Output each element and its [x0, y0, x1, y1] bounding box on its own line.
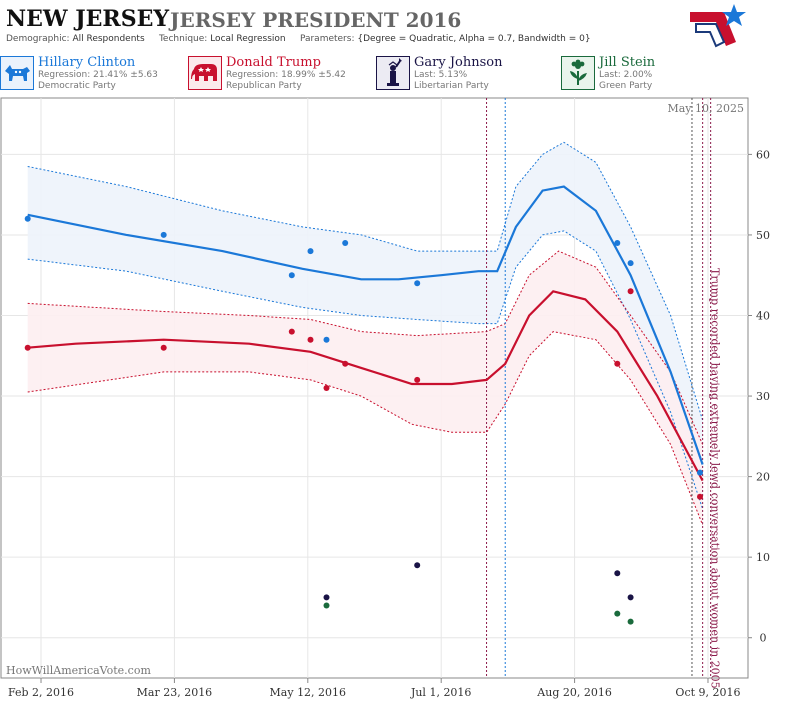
x-tick-label: Aug 20, 2016: [536, 686, 612, 699]
donkey-icon: [0, 56, 34, 90]
demographic-label: Demographic:: [6, 34, 70, 44]
watermark: HowWillAmericaVote.com: [6, 664, 151, 677]
candidate-party: Libertarian Party: [414, 81, 489, 91]
candidate-name: Hillary Clinton: [38, 55, 136, 70]
date-stamp: May 10, 2025: [667, 102, 744, 115]
poll-point: [323, 594, 330, 601]
poll-point: [697, 493, 703, 500]
y-tick-label: 50: [756, 229, 770, 242]
poll-point: [414, 280, 421, 287]
x-tick-label: Mar 23, 2016: [137, 686, 213, 699]
poll-point: [414, 376, 421, 383]
y-tick-label: 60: [756, 148, 770, 161]
x-tick-label: Oct 9, 2016: [675, 686, 740, 699]
chart-header: NEW JERSEY JERSEY PRESIDENT 2016 Demogra…: [0, 0, 789, 50]
y-tick-label: 10: [756, 551, 770, 564]
poll-point: [614, 240, 621, 246]
x-tick-label: Feb 2, 2016: [8, 686, 74, 699]
poll-point: [288, 272, 295, 279]
candidate-card-johnson[interactable]: Gary Johnson Last: 5.13% Libertarian Par…: [376, 55, 564, 93]
poll-point: [627, 260, 634, 267]
x-tick-label: Jul 1, 2016: [410, 686, 472, 699]
y-tick-label: 40: [756, 310, 770, 323]
x-tick-label: May 12, 2016: [270, 686, 347, 699]
statue-of-liberty-icon: [376, 56, 410, 90]
site-logo-icon: [690, 4, 746, 48]
parameters-label: Parameters:: [299, 34, 355, 44]
poll-point: [160, 344, 167, 351]
state-title: NEW JERSEY: [6, 6, 170, 32]
poll-point: [288, 328, 295, 335]
trend-line: [27, 185, 704, 465]
candidate-card-clinton[interactable]: Hillary Clinton Regression: 21.41% ±5.63…: [0, 55, 188, 93]
candidate-card-trump[interactable]: Donald Trump Regression: 18.99% ±5.42 Re…: [188, 55, 376, 93]
poll-chart: Feb 2, 2016 Mar 23, 2016 May 12, 2016 Jul 1…: [0, 97, 770, 699]
candidate-stat: Last: 2.00%: [599, 70, 653, 80]
poll-point: [627, 594, 634, 601]
demographic-value: All Respondents: [72, 34, 145, 44]
candidate-name: Donald Trump: [226, 55, 321, 70]
poll-point: [323, 602, 330, 609]
candidate-stat: Regression: 18.99% ±5.42: [226, 70, 346, 80]
race-title: JERSEY PRESIDENT 2016: [170, 8, 462, 32]
parameters-line: Demographic: All Respondents Technique: …: [6, 34, 591, 44]
poll-point: [24, 344, 31, 351]
poll-point: [160, 231, 167, 238]
poll-point: [697, 469, 703, 476]
y-tick-label: 0: [760, 632, 767, 645]
y-tick-label: 20: [756, 471, 770, 484]
plot-area: Feb 2, 2016 Mar 23, 2016 May 12, 2016 Jul 1…: [0, 97, 770, 699]
poll-point: [307, 248, 314, 255]
technique-value: Local Regression: [210, 34, 286, 44]
poll-point: [342, 240, 349, 246]
poll-point: [342, 360, 349, 367]
candidate-party: Republican Party: [226, 81, 302, 91]
y-tick-label: 30: [756, 390, 770, 403]
elephant-icon: [188, 56, 222, 90]
candidate-party: Democratic Party: [38, 81, 116, 91]
flower-icon: [561, 56, 595, 90]
candidate-party: Green Party: [599, 81, 653, 91]
lower-bound-line: [27, 230, 704, 509]
poll-point: [614, 360, 621, 367]
poll-point: [323, 385, 330, 391]
poll-point: [627, 618, 634, 625]
confidence-band: [27, 142, 703, 509]
poll-point: [414, 562, 421, 569]
candidate-card-stein[interactable]: Jill Stein Last: 2.00% Green Party: [561, 55, 749, 93]
poll-point: [614, 610, 621, 617]
candidate-name: Gary Johnson: [414, 55, 503, 70]
candidate-stat: Last: 5.13%: [414, 70, 468, 80]
poll-point: [24, 215, 31, 222]
parameters-value: {Degree = Quadratic, Alpha = 0.7, Bandwi…: [357, 34, 591, 44]
poll-point: [323, 336, 330, 343]
candidate-name: Jill Stein: [599, 55, 656, 70]
event-annotation: Trump recorded having extremely lewd con…: [709, 268, 722, 689]
technique-label: Technique:: [158, 34, 208, 44]
poll-point: [627, 288, 634, 295]
candidate-stat: Regression: 21.41% ±5.63: [38, 70, 158, 80]
confidence-band: [27, 251, 703, 525]
trend-line: [27, 290, 704, 482]
poll-point: [307, 336, 314, 343]
lower-bound-line: [27, 331, 704, 526]
poll-point: [614, 570, 621, 577]
